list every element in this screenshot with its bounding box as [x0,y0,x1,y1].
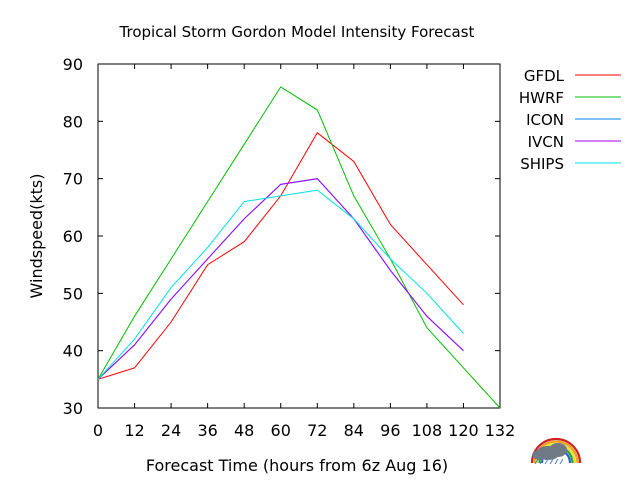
x-tick-label: 132 [485,421,516,440]
plot-frame [97,63,501,409]
rain-drop [554,458,559,465]
storm-logo-icon [530,437,582,465]
y-tick-label: 90 [63,55,83,74]
series-line-ivcn [97,178,464,380]
series-line-icon [97,178,464,380]
legend-label-gfdl: GFDL [524,67,565,85]
y-tick-label: 70 [63,170,83,189]
y-tick-label: 60 [63,227,83,246]
rain-drop [534,458,539,465]
x-axis-label: Forecast Time (hours from 6z Aug 16) [146,456,448,475]
legend-label-icon: ICON [526,111,564,129]
x-tick-label: 36 [197,421,217,440]
series-line-gfdl [97,132,464,380]
series-lines [97,86,501,409]
y-axis-label: Windspeed(kts) [27,174,46,299]
rain-drop [549,458,554,465]
legend: GFDL HWRF ICON IVCN SHIPS [519,67,621,173]
x-tick-label: 24 [161,421,181,440]
rain-drop [539,458,544,465]
x-tick-label: 96 [380,421,400,440]
x-tick-label: 48 [234,421,254,440]
x-tick-label: 0 [93,421,103,440]
series-line-hwrf [97,86,501,409]
x-tick-label: 12 [124,421,144,440]
y-tick-label: 40 [63,342,83,361]
x-tick-label: 60 [271,421,291,440]
rain-drop [559,458,564,465]
cloud-shape [532,450,548,460]
x-tick-label: 84 [344,421,364,440]
axis-ticks: 0 12 24 36 48 60 72 84 96 108 120 132 30 40 50 60 70 80 90 [63,55,516,440]
series-line-ships [97,189,464,380]
legend-label-ivcn: IVCN [528,133,564,151]
cloud-shape [549,443,567,457]
y-tick-label: 50 [63,284,83,303]
chart-title: Tropical Storm Gordon Model Intensity Fo… [119,23,475,41]
x-tick-label: 72 [307,421,327,440]
y-tick-label: 30 [63,399,83,418]
rain-drop [544,458,549,465]
x-tick-label: 120 [448,421,479,440]
y-tick-label: 80 [63,112,83,131]
legend-label-ships: SHIPS [520,155,564,173]
x-tick-label: 108 [412,421,443,440]
legend-label-hwrf: HWRF [519,89,564,107]
